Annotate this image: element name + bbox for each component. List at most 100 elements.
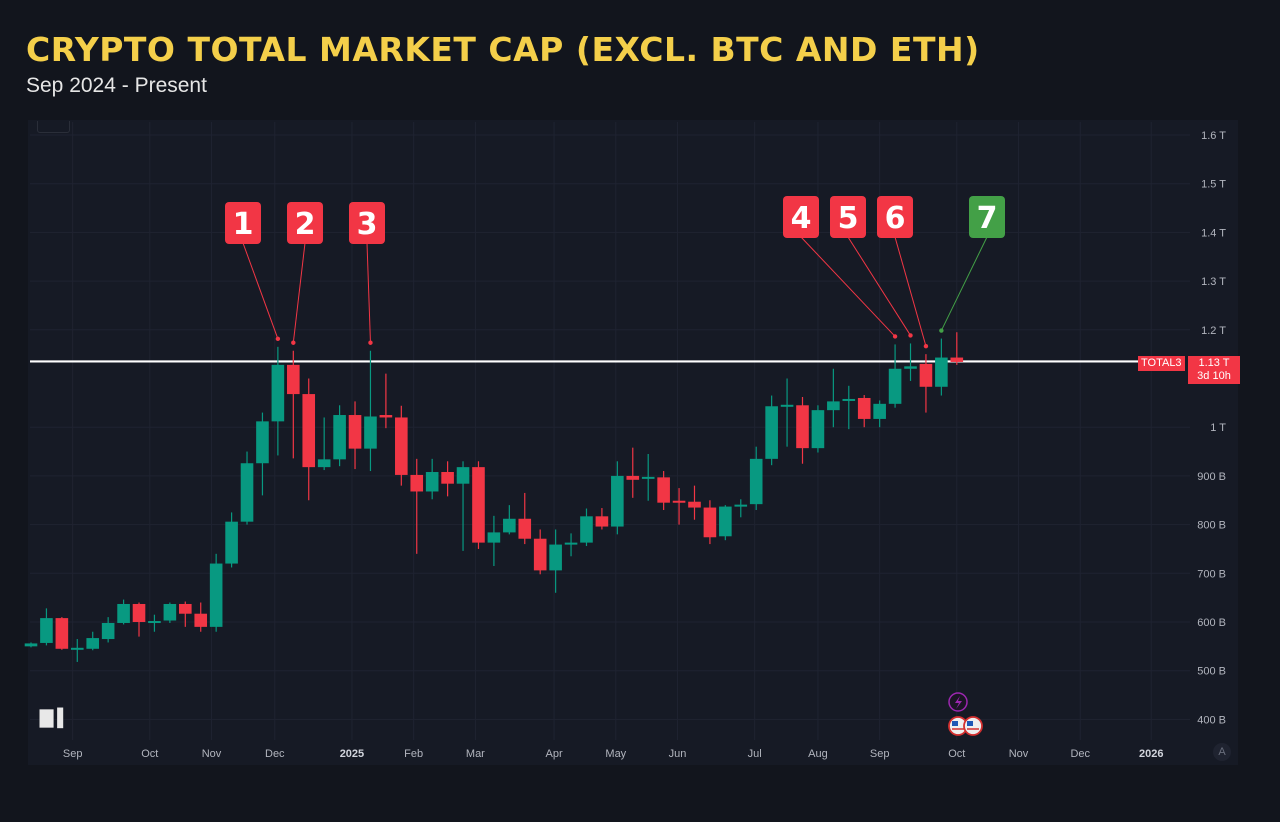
candle <box>518 492 532 545</box>
candle <box>765 395 778 466</box>
marker-label: 5 <box>838 201 859 236</box>
candle-body <box>549 544 562 571</box>
candle-body <box>935 357 948 387</box>
candle-body <box>780 404 794 407</box>
marker-pointer-line <box>940 236 988 331</box>
candle <box>827 368 840 428</box>
candle-body <box>271 364 285 422</box>
candle <box>888 344 902 408</box>
candle-body <box>703 507 717 538</box>
annotation-marker-7: 7 <box>939 196 1005 333</box>
candle-body <box>364 416 377 449</box>
candle <box>240 451 254 525</box>
candle-body <box>179 603 192 614</box>
candle-body <box>209 563 223 627</box>
candle-body <box>564 542 578 545</box>
candle <box>40 608 53 646</box>
x-tick-label: Oct <box>141 748 158 760</box>
marker-label: 7 <box>977 201 998 236</box>
candle-body <box>533 538 547 571</box>
marker-badge <box>877 196 913 238</box>
candle-body <box>24 643 38 647</box>
candle <box>503 505 516 535</box>
candle-body <box>811 410 825 449</box>
marker-pointer-line <box>242 242 279 340</box>
candle-body <box>70 647 84 650</box>
candle <box>70 639 84 662</box>
candle <box>472 461 485 549</box>
marker-dot <box>368 340 373 345</box>
candle <box>194 602 208 632</box>
annotation-marker-5: 5 <box>830 196 913 338</box>
candle-body <box>719 506 732 537</box>
candle-body <box>225 521 238 564</box>
candle <box>348 401 362 470</box>
candle-body <box>919 363 933 387</box>
candle <box>672 488 686 525</box>
tradingview-logo[interactable]: ▇▐ <box>40 708 63 727</box>
candle-body <box>904 366 917 369</box>
candle-body <box>518 518 532 539</box>
candle <box>101 617 115 643</box>
candle <box>256 412 269 496</box>
x-tick-label: Oct <box>948 748 965 760</box>
y-tick-label: 600 B <box>1197 617 1226 629</box>
candle <box>487 515 501 566</box>
candle-body <box>873 403 886 419</box>
candle <box>657 471 670 510</box>
y-tick-label: 700 B <box>1197 568 1226 580</box>
candle <box>734 499 748 518</box>
x-tick-label: May <box>605 748 626 760</box>
candle-body <box>641 476 655 479</box>
annotation-marker-3: 3 <box>349 202 385 345</box>
candle-body <box>950 357 964 362</box>
last-price-tag: 1.13 T 3d 10h <box>1188 356 1240 384</box>
candle <box>379 373 393 429</box>
auto-scale-button[interactable]: A <box>1213 743 1231 761</box>
candle <box>626 447 640 498</box>
y-tick-label: 1.3 T <box>1201 276 1226 288</box>
x-tick-label: Dec <box>265 748 285 760</box>
legend-toggle-button[interactable] <box>37 121 70 133</box>
candle <box>117 599 130 625</box>
candle-body <box>287 364 300 395</box>
marker-badge <box>225 202 261 244</box>
candle-body <box>611 475 624 527</box>
candle <box>533 529 547 575</box>
x-tick-label: 2025 <box>340 748 364 760</box>
candle-body <box>688 501 701 508</box>
candle-body <box>55 618 69 649</box>
x-tick-label: Apr <box>546 748 563 760</box>
candle-body <box>395 417 408 475</box>
marker-badge <box>287 202 323 244</box>
candle <box>132 602 146 637</box>
candle <box>410 458 424 554</box>
y-tick-label: 800 B <box>1197 520 1226 532</box>
candle <box>703 500 717 545</box>
x-tick-label: 2026 <box>1139 748 1163 760</box>
candle <box>857 395 871 428</box>
page-title: CRYPTO TOTAL MARKET CAP (EXCL. BTC AND E… <box>26 30 980 69</box>
candle-body <box>132 603 146 622</box>
candle <box>302 378 316 501</box>
candle-body <box>333 415 346 460</box>
candle <box>55 617 69 650</box>
candle <box>317 417 331 471</box>
marker-badge <box>349 202 385 244</box>
candle <box>919 354 933 413</box>
x-tick-label: Sep <box>870 748 890 760</box>
x-tick-label: Jun <box>669 748 687 760</box>
candle-body <box>101 622 115 640</box>
marker-dot <box>275 336 281 342</box>
candle-body <box>672 500 686 503</box>
x-tick-label: Feb <box>404 748 423 760</box>
candle <box>749 446 763 510</box>
candle-body <box>86 638 100 649</box>
annotation-marker-2: 2 <box>287 202 323 345</box>
candle <box>549 529 562 593</box>
candle-body <box>857 397 871 419</box>
y-tick-label: 900 B <box>1197 471 1226 483</box>
candle <box>148 614 161 632</box>
candle-body <box>888 368 902 404</box>
